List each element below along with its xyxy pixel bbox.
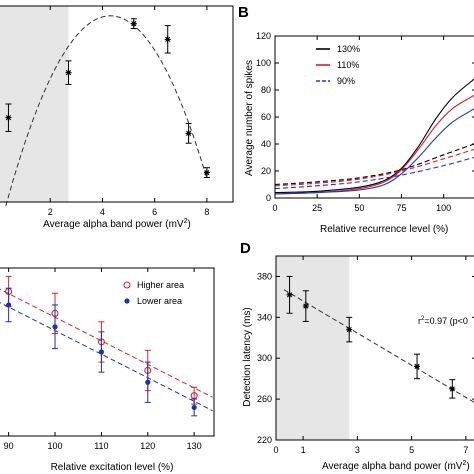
panel-b-y-tick-label: 40 [261, 139, 271, 149]
panel-b-series-line-130pct-dashed [274, 143, 474, 186]
panel-c-x-tick-label: 100 [48, 441, 63, 451]
panel-a-x-tick-label: 6 [152, 207, 157, 217]
panel-a-x-tick-label: 8 [204, 207, 209, 217]
panel-d-data-point [414, 363, 421, 370]
panel-c-axes-frame [0, 267, 215, 437]
panel-d-fit-line [283, 289, 474, 403]
panel-d-y-tick-label: 220 [257, 435, 272, 445]
panel-b-axes-frame [274, 35, 474, 199]
panel-c-x-tick-label: 110 [94, 441, 108, 451]
panel-c-x-axis-label: Relative excitation level (%) [51, 462, 174, 473]
panel-b-legend: 130% 110% 90% [316, 44, 360, 86]
panel-a-data-point [203, 169, 210, 176]
panel-d-label: D [240, 240, 251, 257]
panel-a-x-tick-label: 4 [100, 207, 105, 217]
panel-a-data-point [130, 20, 137, 27]
panel-d-y-tick-label: 340 [257, 312, 272, 322]
panel-a-axes-frame [0, 5, 234, 203]
panel-b-series-line-90pct-dashed [274, 156, 474, 190]
panel-d-data-point [302, 303, 309, 310]
panel-a-data-point [185, 130, 192, 137]
panel-c-x-tick-label: 90 [4, 441, 14, 451]
panel-c-legend-label: Lower area [137, 296, 182, 306]
panel-b-x-tick-label: 50 [354, 203, 364, 213]
panel-a-data-point [5, 114, 12, 121]
panel-d-x-tick-label: 1 [301, 445, 306, 455]
panel-d-shaded-region [276, 256, 350, 440]
panel-d-y-tick-label: 300 [257, 353, 272, 363]
panel-d-axes-frame [275, 255, 474, 441]
panel-b-x-tick-label: 0 [272, 203, 277, 213]
panel-a-x-axis-label: Average alpha band power (mV2) [43, 218, 191, 230]
panel-b-x-tick-label: 100 [436, 203, 451, 213]
panel-b-legend-label: 110% [337, 60, 359, 70]
panel-c-legend-marker [123, 281, 131, 289]
panel-b-legend-label: 90% [337, 76, 355, 86]
panel-b-y-tick-label: 0 [266, 193, 271, 203]
panel-b-series-line-110pct-solid [274, 94, 474, 195]
panel-c-legend-marker [124, 298, 130, 304]
panel-c-plot: 90 100 110 120 130 Relative excitation level… [0, 267, 215, 473]
panel-b-series-line-90pct-solid [274, 108, 474, 195]
panel-c-data-point-lower [98, 349, 105, 355]
panel-d-x-axis-label: Average alpha band power (mV2) [322, 460, 470, 472]
panel-d-x-tick-label: 3 [355, 445, 360, 455]
panel-b-series-line-130pct-solid [274, 78, 474, 194]
panel-c-data-point-lower [6, 302, 12, 308]
panel-a-data-point [164, 36, 171, 43]
panel-a-x-tick-label: 2 [48, 207, 53, 217]
panel-b-y-axis-label: Average number of spikes [244, 60, 255, 176]
panel-b-label: B [238, 4, 249, 21]
panel-d-y-tick-label: 380 [257, 271, 272, 281]
panel-d-data-point [449, 385, 456, 392]
panel-a-plot: 2 4 6 8 Average alpha band power (mV2) [0, 5, 234, 230]
panel-c-fit-line [0, 302, 213, 412]
panel-a-data-point [65, 69, 72, 76]
panel-b-x-tick-label: 75 [396, 203, 406, 213]
panel-c-legend: Higher area Lower area [123, 280, 184, 306]
panel-b-x-axis-label: Relative recurrence level (%) [320, 224, 448, 235]
panel-d-x-tick-label: 5 [409, 445, 414, 455]
panel-b-y-tick-label: 120 [256, 31, 271, 41]
panel-d-data-point [286, 291, 293, 298]
panel-d-y-axis-label: Detection latency (ms) [242, 307, 253, 406]
panel-b-plot: B 0 25 50 75 100 0 20 40 60 80 100 120 Average numb… [238, 4, 474, 235]
panel-b-y-tick-label: 20 [261, 166, 271, 176]
panel-b-series-line-110pct-dashed [274, 148, 474, 187]
panel-b-y-tick-label: 100 [256, 58, 271, 68]
panel-d-data-point [346, 326, 353, 333]
panel-b-y-tick-label: 80 [261, 85, 271, 95]
panel-b-legend-label: 130% [337, 44, 360, 54]
panel-a-fit-curve [5, 15, 208, 207]
panel-c-data-point-lower [52, 324, 58, 330]
panel-c-x-tick-label: 130 [187, 441, 202, 451]
panel-d-fit-annotation: r2=0.97 (p<0 [418, 316, 468, 326]
panel-d-x-tick-label: 7 [463, 445, 468, 455]
panel-c-legend-label: Higher area [137, 280, 184, 290]
panel-d-plot: D 0 1 3 5 7 220 260 300 340 380 Detection latency… [240, 240, 474, 472]
panel-d-x-tick-label: 0 [273, 445, 278, 455]
panel-c-x-tick-label: 120 [140, 441, 155, 451]
panel-c-data-point-lower [145, 379, 151, 385]
panel-c-data-point-lower [191, 404, 197, 411]
panel-d-y-tick-label: 260 [257, 394, 272, 404]
panel-b-x-tick-label: 25 [312, 203, 322, 213]
panel-b-y-tick-label: 60 [261, 112, 271, 122]
